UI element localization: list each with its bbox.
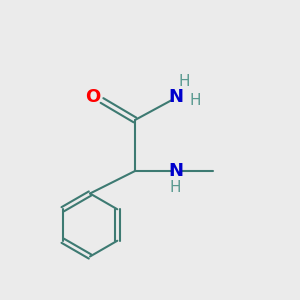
Text: H: H bbox=[179, 74, 190, 88]
Text: H: H bbox=[170, 180, 181, 195]
Text: N: N bbox=[168, 88, 183, 106]
Text: N: N bbox=[168, 162, 183, 180]
Text: H: H bbox=[189, 93, 201, 108]
Text: O: O bbox=[85, 88, 100, 106]
